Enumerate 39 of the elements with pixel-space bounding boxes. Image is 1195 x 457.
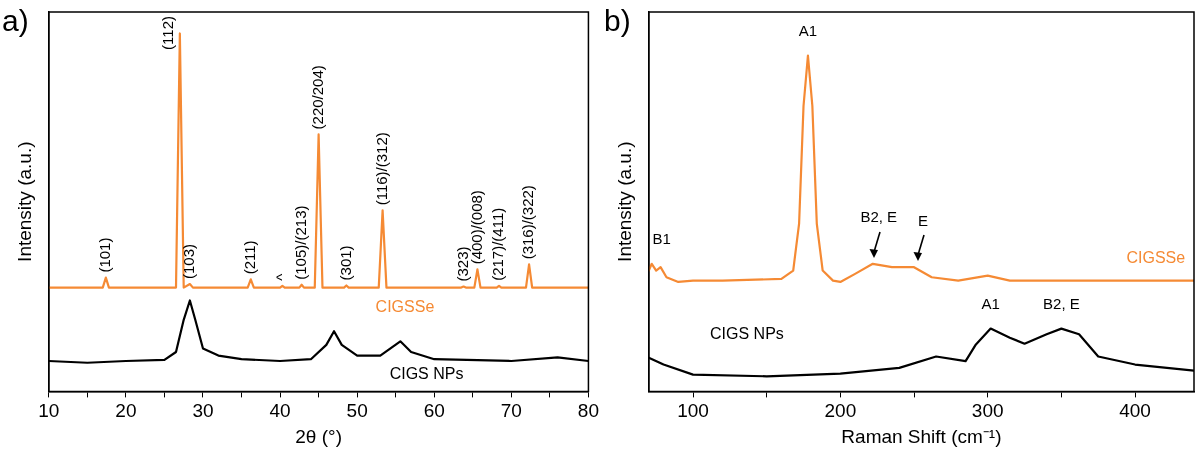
annotation: A1: [981, 295, 1000, 313]
annotation: (211): [240, 240, 258, 275]
series-label: CIGSSe: [1126, 249, 1186, 267]
annotation: (112): [158, 16, 176, 50]
x-tick-label: 200: [824, 400, 857, 422]
x-tick-label: 60: [423, 400, 445, 422]
x-axis-title: 2θ (°): [295, 425, 342, 447]
annotation: B2, E: [860, 208, 898, 226]
text: CIGS NPs: [710, 324, 784, 342]
x-tick-label: 40: [269, 400, 291, 422]
series-label: CIGS NPs: [389, 364, 464, 382]
annotation: E: [917, 211, 928, 229]
annotation: (220/204): [308, 65, 326, 130]
annotation: (101): [95, 237, 113, 273]
x-tick-label: 80: [577, 400, 599, 422]
annotation: (316)/(322): [519, 185, 537, 260]
annotation: A1: [798, 22, 818, 40]
x-tick-label: 400: [1119, 400, 1151, 422]
annotation: (105)/(213): [291, 205, 309, 280]
x-axis-title: Raman Shift (cm⁻¹): [841, 425, 1002, 447]
x-tick-label: 50: [346, 400, 368, 422]
annotation: (217)/(411): [489, 207, 507, 281]
annotation: (116)/(312): [372, 132, 390, 206]
annotation: ^: [272, 273, 290, 281]
text: b): [604, 4, 631, 38]
x-tick-label: 300: [971, 400, 1004, 422]
annotation: B2, E: [1043, 295, 1080, 313]
annotation: B1: [652, 230, 671, 248]
annotation: (301): [336, 245, 354, 281]
x-tick-label: 10: [38, 400, 60, 422]
series-label: CIGSSe: [375, 298, 435, 316]
x-tick-label: 70: [500, 400, 522, 422]
text: a): [2, 4, 29, 38]
y-axis-title: Intensity (a.u.): [13, 141, 35, 262]
x-tick-label: 100: [677, 400, 709, 422]
y-axis-title: Intensity (a.u.): [613, 141, 635, 262]
annotation: (103): [180, 243, 198, 280]
x-tick-label: 30: [192, 400, 214, 422]
x-tick-label: 20: [115, 400, 137, 422]
